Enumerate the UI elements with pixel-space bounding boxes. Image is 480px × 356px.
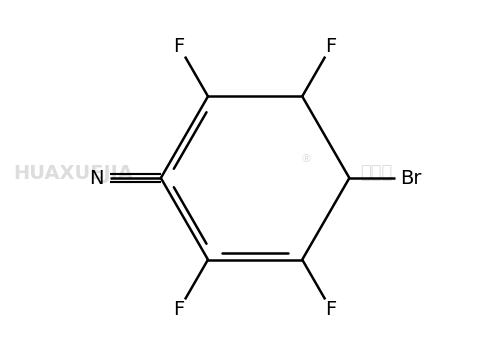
- Text: 化学加: 化学加: [360, 164, 393, 182]
- Text: Br: Br: [400, 168, 421, 188]
- Text: ®: ®: [300, 154, 312, 164]
- Text: N: N: [90, 168, 104, 188]
- Text: HUAXUEJIA: HUAXUEJIA: [13, 164, 133, 183]
- Text: F: F: [325, 300, 337, 319]
- Text: F: F: [173, 37, 185, 56]
- Text: F: F: [173, 300, 185, 319]
- Text: F: F: [325, 37, 337, 56]
